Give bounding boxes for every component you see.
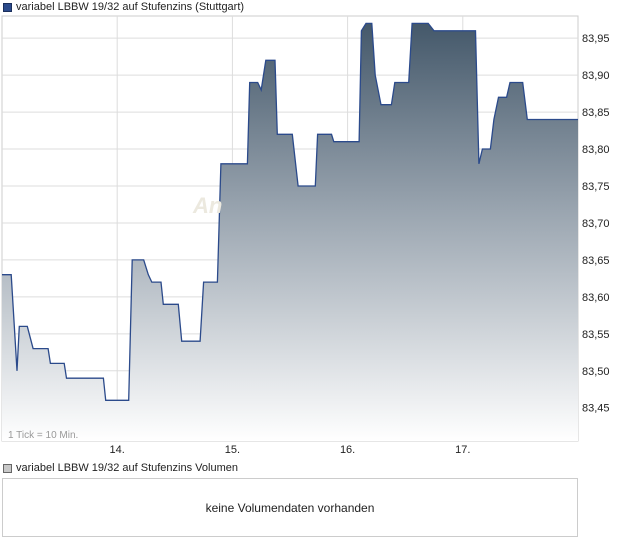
- y-tick-label: 83,80: [582, 144, 610, 156]
- watermark: An: [192, 193, 222, 218]
- x-axis-ticks: 14. 15. 16. 17.: [110, 444, 471, 456]
- y-tick-label: 83,90: [582, 70, 610, 82]
- price-chart: 83,45 83,50 83,55 83,60 83,65 83,70 83,75 83,80…: [1, 15, 610, 456]
- y-tick-label: 83,75: [582, 181, 610, 193]
- price-area: [2, 23, 578, 442]
- y-tick-label: 83,95: [582, 33, 610, 45]
- volume-legend: variabel LBBW 19/32 auf Stufenzins Volum…: [3, 461, 238, 475]
- y-tick-label: 83,65: [582, 255, 610, 267]
- x-tick-label: 17.: [455, 444, 470, 456]
- x-tick-label: 14.: [110, 444, 125, 456]
- price-legend: variabel LBBW 19/32 auf Stufenzins (Stut…: [3, 0, 244, 14]
- y-tick-label: 83,45: [582, 403, 610, 415]
- tick-interval-note: 1 Tick = 10 Min.: [8, 430, 78, 441]
- no-volume-message: keine Volumendaten vorhanden: [205, 500, 375, 515]
- price-legend-swatch-icon: [3, 2, 12, 12]
- x-tick-label: 16.: [340, 444, 355, 456]
- volume-legend-swatch-icon: [3, 463, 12, 473]
- y-tick-label: 83,50: [582, 366, 610, 378]
- y-tick-label: 83,60: [582, 292, 610, 304]
- volume-panel: keine Volumendaten vorhanden: [2, 478, 578, 537]
- y-tick-label: 83,85: [582, 107, 610, 119]
- y-axis-ticks: 83,45 83,50 83,55 83,60 83,65 83,70 83,75 83,80…: [582, 33, 610, 415]
- price-legend-label: variabel LBBW 19/32 auf Stufenzins (Stut…: [16, 1, 245, 13]
- price-line: [2, 22, 578, 401]
- y-tick-label: 83,55: [582, 329, 610, 341]
- volume-legend-label: variabel LBBW 19/32 auf Stufenzins Volum…: [16, 462, 238, 474]
- x-tick-label: 15.: [225, 444, 240, 456]
- y-tick-label: 83,70: [582, 218, 610, 230]
